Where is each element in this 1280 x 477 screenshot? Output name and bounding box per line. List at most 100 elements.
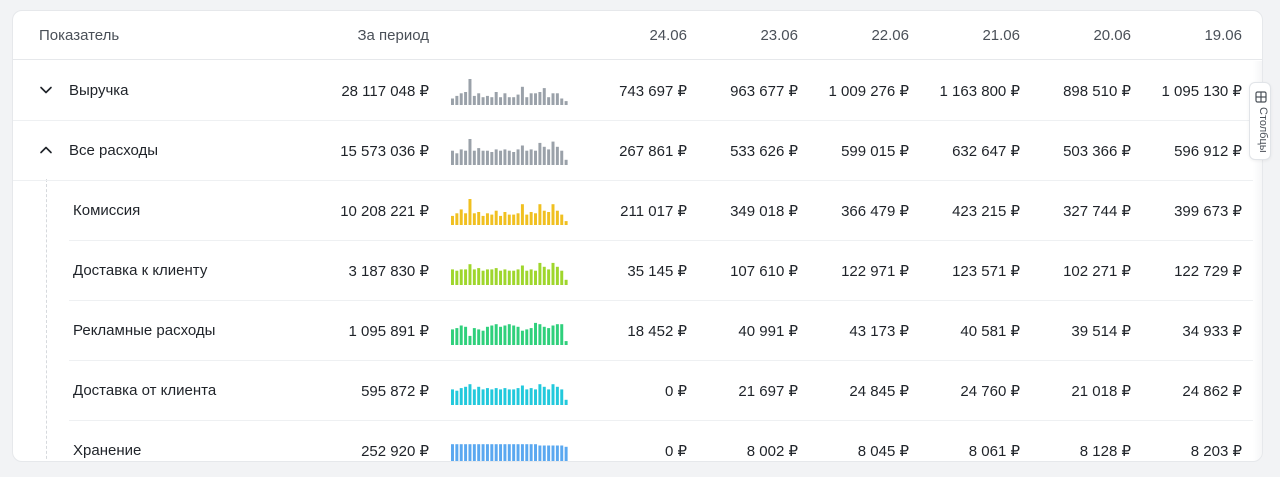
sparkline-bar bbox=[507, 389, 511, 405]
sparkline-bar bbox=[520, 145, 524, 165]
row-value-date-3: 8 061 ₽ bbox=[968, 443, 1020, 460]
sparkline-bar bbox=[481, 215, 485, 225]
sparkline-bar bbox=[538, 324, 542, 345]
row-value-date-3: 632 647 ₽ bbox=[952, 143, 1020, 160]
row-value-date-0: 18 452 ₽ bbox=[627, 323, 687, 340]
columns-button[interactable]: Столбцы bbox=[1249, 82, 1271, 160]
chevron-down-icon[interactable] bbox=[39, 83, 53, 97]
row-label: Комиссия bbox=[73, 202, 141, 219]
row-divider bbox=[13, 180, 1253, 181]
sparkline-bar bbox=[512, 152, 516, 165]
sparkline-bar bbox=[529, 269, 533, 285]
sparkline-bar bbox=[455, 153, 459, 165]
header-date-2[interactable]: 22.06 bbox=[871, 27, 909, 44]
sparkline bbox=[451, 197, 569, 225]
header-indicator[interactable]: Показатель bbox=[39, 27, 120, 44]
table-row[interactable]: Доставка от клиента 595 872 ₽ 0 ₽ 21 697 ₽ 2… bbox=[13, 361, 1253, 421]
sparkline-bar bbox=[525, 444, 529, 461]
row-total: 3 187 830 ₽ bbox=[348, 263, 429, 280]
sparkline-bar bbox=[551, 325, 555, 345]
sparkline bbox=[451, 437, 569, 461]
row-total: 28 117 048 ₽ bbox=[341, 83, 429, 100]
header-date-3[interactable]: 21.06 bbox=[982, 27, 1020, 44]
sparkline-bar bbox=[542, 266, 546, 285]
sparkline-bar bbox=[538, 384, 542, 405]
table-header: Показатель За период 24.06 23.06 22.06 2… bbox=[13, 11, 1262, 60]
table-row[interactable]: Хранение 252 920 ₽ 0 ₽ 8 002 ₽ 8 045 ₽ 8 061 … bbox=[13, 421, 1253, 461]
sparkline-bar bbox=[564, 446, 568, 461]
metrics-table: Показатель За период 24.06 23.06 22.06 2… bbox=[12, 10, 1263, 462]
sparkline-bar bbox=[507, 270, 511, 285]
sparkline-bar bbox=[516, 326, 520, 345]
sparkline-bar bbox=[490, 444, 494, 461]
header-period[interactable]: За период bbox=[357, 27, 429, 44]
table-row[interactable]: Доставка к клиенту 3 187 830 ₽ 35 145 ₽ 107… bbox=[13, 241, 1253, 301]
row-value-date-3: 40 581 ₽ bbox=[960, 323, 1020, 340]
sparkline-bar bbox=[464, 269, 468, 285]
sparkline-bar bbox=[534, 213, 538, 225]
table-row[interactable]: Рекламные расходы 1 095 891 ₽ 18 452 ₽ 40 9… bbox=[13, 301, 1253, 361]
row-label: Хранение bbox=[73, 442, 142, 459]
sparkline-bar bbox=[499, 215, 503, 225]
header-date-4[interactable]: 20.06 bbox=[1093, 27, 1131, 44]
sparkline-bar bbox=[503, 212, 507, 225]
sparkline-bar bbox=[547, 389, 551, 405]
row-value-date-5: 399 673 ₽ bbox=[1174, 203, 1242, 220]
sparkline-bar bbox=[542, 445, 546, 461]
sparkline-bar bbox=[499, 444, 503, 461]
sparkline-bar bbox=[534, 322, 538, 345]
sparkline-bar bbox=[547, 97, 551, 105]
row-label: Выручка bbox=[69, 82, 129, 99]
row-value-date-5: 34 933 ₽ bbox=[1182, 323, 1242, 340]
row-total: 595 872 ₽ bbox=[361, 383, 429, 400]
sparkline-bar bbox=[494, 268, 498, 285]
sparkline-bar bbox=[455, 390, 459, 405]
sparkline-bar bbox=[525, 270, 529, 285]
row-value-date-0: 0 ₽ bbox=[664, 443, 687, 460]
table-row[interactable]: Выручка 28 117 048 ₽ 743 697 ₽ 963 677 ₽ 1 0… bbox=[13, 61, 1253, 121]
sparkline-bar bbox=[525, 97, 529, 105]
sparkline-bar bbox=[490, 389, 494, 405]
sparkline-bar bbox=[477, 329, 481, 345]
sparkline-bar bbox=[490, 97, 494, 105]
table-row[interactable]: Все расходы 15 573 036 ₽ 267 861 ₽ 533 626 … bbox=[13, 121, 1253, 181]
sparkline-bar bbox=[542, 88, 546, 105]
row-value-date-5: 122 729 ₽ bbox=[1174, 263, 1242, 280]
sparkline-bar bbox=[551, 204, 555, 225]
sparkline-bar bbox=[520, 86, 524, 105]
sparkline-bar bbox=[472, 213, 476, 225]
sparkline-bar bbox=[507, 324, 511, 345]
sparkline-bar bbox=[529, 388, 533, 405]
sparkline-bar bbox=[560, 98, 564, 105]
sparkline-bar bbox=[520, 265, 524, 285]
sparkline-bar bbox=[507, 150, 511, 165]
sparkline-bar bbox=[468, 199, 472, 225]
sparkline-bar bbox=[503, 325, 507, 345]
row-value-date-3: 123 571 ₽ bbox=[952, 263, 1020, 280]
sparkline-bar bbox=[560, 214, 564, 225]
sparkline-bar bbox=[451, 215, 454, 225]
sparkline-bar bbox=[472, 269, 476, 285]
row-divider bbox=[69, 300, 1253, 301]
row-total: 1 095 891 ₽ bbox=[348, 323, 429, 340]
sparkline-bar bbox=[455, 270, 459, 285]
sparkline-bar bbox=[547, 445, 551, 461]
chevron-up-icon[interactable] bbox=[39, 143, 53, 157]
sparkline-bar bbox=[494, 210, 498, 225]
sparkline-bar bbox=[534, 150, 538, 165]
sparkline-bar bbox=[551, 93, 555, 105]
sparkline-bar bbox=[564, 101, 568, 105]
header-date-0[interactable]: 24.06 bbox=[649, 27, 687, 44]
row-value-date-3: 423 215 ₽ bbox=[952, 203, 1020, 220]
table-row[interactable]: Комиссия 10 208 221 ₽ 211 017 ₽ 349 018 ₽ 36… bbox=[13, 181, 1253, 241]
sparkline-bar bbox=[534, 93, 538, 105]
row-value-date-3: 1 163 800 ₽ bbox=[939, 83, 1020, 100]
sparkline-bar bbox=[560, 389, 564, 405]
sparkline-bar bbox=[490, 269, 494, 285]
sparkline-bar bbox=[555, 266, 559, 285]
header-date-5[interactable]: 19.06 bbox=[1204, 27, 1242, 44]
sparkline-bar bbox=[485, 213, 489, 225]
sparkline-bar bbox=[555, 210, 559, 225]
header-date-1[interactable]: 23.06 bbox=[760, 27, 798, 44]
sparkline-bar bbox=[477, 268, 481, 285]
